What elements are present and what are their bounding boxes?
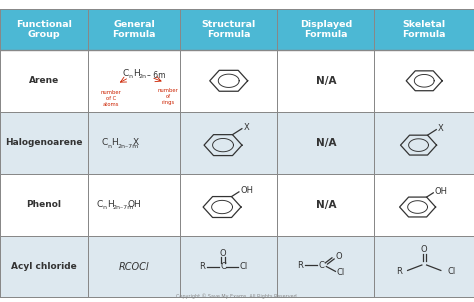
Text: number
of
rings: number of rings: [157, 88, 178, 105]
Text: Arene: Arene: [29, 76, 59, 85]
Text: N/A: N/A: [316, 76, 336, 86]
Bar: [88, 112, 180, 174]
Text: Cl: Cl: [337, 268, 345, 277]
Text: Cl: Cl: [447, 268, 456, 276]
Text: Phenol: Phenol: [27, 200, 61, 209]
Text: 2n: 2n: [139, 74, 147, 79]
Text: Copyright © Save My Exams. All Rights Reserved.: Copyright © Save My Exams. All Rights Re…: [176, 293, 298, 299]
Text: n: n: [107, 143, 111, 149]
Text: RCOCl: RCOCl: [118, 262, 149, 271]
Text: 2n–7m: 2n–7m: [117, 143, 138, 149]
Bar: [180, 9, 277, 50]
Text: OH: OH: [240, 185, 253, 194]
Bar: [88, 50, 180, 112]
Text: C: C: [97, 200, 103, 209]
Text: X: X: [132, 138, 138, 147]
Bar: [277, 174, 374, 236]
Text: Skeletal
Formula: Skeletal Formula: [402, 20, 446, 39]
Text: O: O: [220, 249, 226, 258]
Bar: [0, 112, 88, 174]
Text: N/A: N/A: [316, 200, 336, 210]
Text: H: H: [107, 200, 114, 209]
Text: R: R: [199, 262, 205, 271]
Text: C: C: [101, 138, 108, 147]
Bar: [88, 174, 180, 236]
Bar: [88, 236, 180, 297]
Text: R: R: [297, 261, 303, 269]
Text: n: n: [102, 205, 107, 210]
Bar: [374, 112, 474, 174]
Text: N/A: N/A: [316, 138, 336, 148]
Text: H: H: [111, 138, 118, 147]
Bar: [277, 50, 374, 112]
Text: General
Formula: General Formula: [112, 20, 155, 39]
Text: Functional
Group: Functional Group: [16, 20, 72, 39]
Text: Cl: Cl: [239, 262, 247, 271]
Text: X: X: [243, 123, 249, 132]
Bar: [88, 9, 180, 50]
Bar: [277, 236, 374, 297]
Bar: [180, 50, 277, 112]
Text: OH: OH: [435, 187, 448, 196]
Text: Acyl chloride: Acyl chloride: [11, 262, 77, 271]
Bar: [277, 9, 374, 50]
Bar: [180, 236, 277, 297]
Bar: [0, 174, 88, 236]
Text: X: X: [438, 124, 444, 133]
Text: – 6m: – 6m: [146, 71, 165, 80]
Text: number
of C
atoms: number of C atoms: [100, 90, 121, 107]
Bar: [0, 50, 88, 112]
Bar: [374, 174, 474, 236]
Text: C: C: [318, 261, 324, 269]
Bar: [0, 9, 88, 50]
Text: Structural
Formula: Structural Formula: [201, 20, 256, 39]
Bar: [374, 50, 474, 112]
Text: n: n: [128, 74, 133, 79]
Bar: [0, 236, 88, 297]
Text: O: O: [336, 252, 343, 261]
Text: C: C: [123, 69, 129, 78]
Bar: [374, 9, 474, 50]
Text: R: R: [396, 268, 402, 276]
Bar: [180, 112, 277, 174]
Text: C: C: [220, 262, 226, 271]
Text: Halogenoarene: Halogenoarene: [5, 138, 82, 147]
Text: 2n–7m: 2n–7m: [113, 205, 134, 210]
Text: O: O: [421, 245, 428, 254]
Bar: [277, 112, 374, 174]
Bar: [374, 236, 474, 297]
Text: OH: OH: [128, 200, 142, 209]
Text: H: H: [133, 69, 140, 78]
Text: Displayed
Formula: Displayed Formula: [300, 20, 352, 39]
Bar: [180, 174, 277, 236]
